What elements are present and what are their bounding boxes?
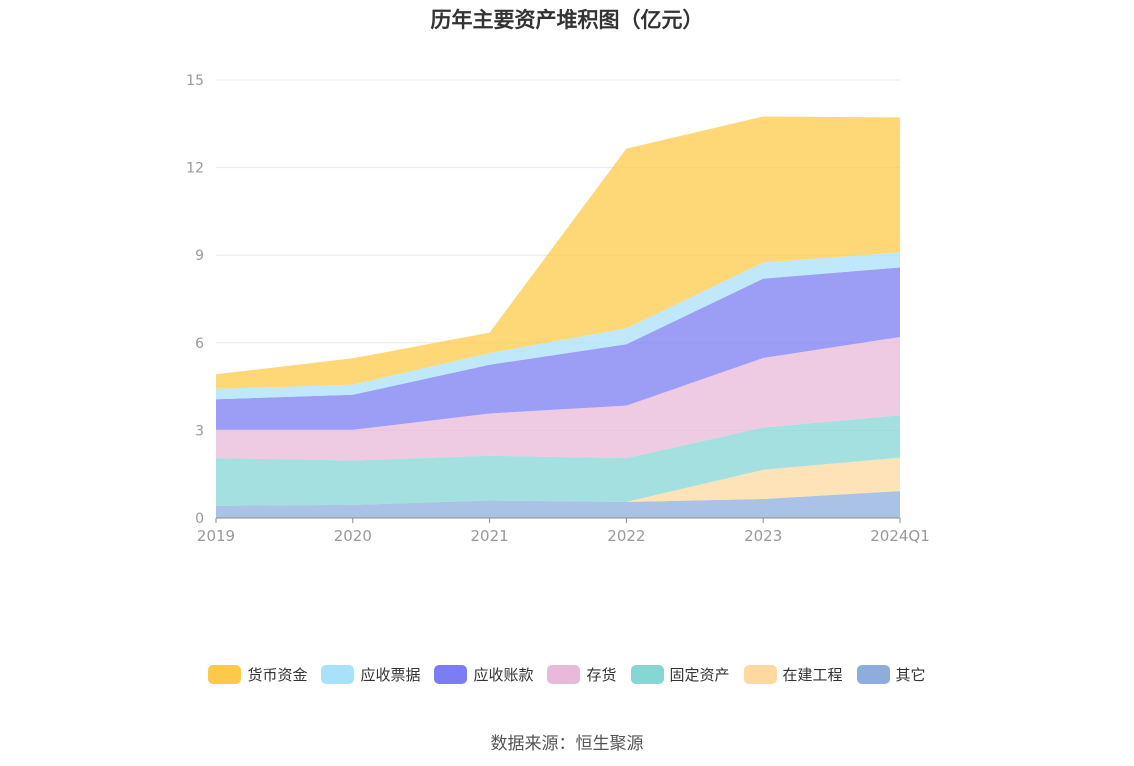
y-tick-label: 6: [195, 336, 204, 352]
area-series-3[interactable]: [216, 337, 900, 461]
area-series-1[interactable]: [216, 457, 900, 506]
y-tick-label: 3: [195, 423, 204, 439]
y-tick-label: 12: [186, 161, 204, 177]
legend-item[interactable]: 应收账款: [434, 664, 533, 685]
x-tick-label: 2020: [334, 527, 372, 545]
legend-label: 应收账款: [473, 666, 534, 684]
area-series-5[interactable]: [216, 252, 900, 400]
chart-legend: 货币资金 应收票据 应收账款 存货 固定资产 在建工程 其它: [0, 664, 1134, 685]
area-series-6[interactable]: [216, 116, 900, 389]
legend-label: 应收票据: [360, 666, 421, 684]
legend-label: 固定资产: [669, 666, 730, 684]
area-series-0[interactable]: [216, 491, 900, 518]
x-tick-label: 2022: [607, 527, 645, 545]
y-tick-label: 9: [195, 248, 204, 264]
legend-swatch: [547, 665, 581, 684]
legend-label: 其它: [895, 666, 926, 684]
legend-swatch: [743, 665, 777, 684]
y-tick-label: 0: [195, 511, 204, 527]
x-tick-label: 2024Q1: [870, 527, 930, 545]
legend-swatch: [208, 665, 242, 684]
x-tick-label: 2019: [197, 527, 235, 545]
data-source-note: 数据来源：恒生聚源: [490, 734, 644, 754]
legend-label: 在建工程: [782, 666, 843, 684]
chart-title: 历年主要资产堆积图（亿元）: [430, 8, 704, 32]
stacked-area-chart: 0 3 6 9 12 15 2019 2020 2021 2022 2023 2024Q1: [186, 73, 930, 545]
area-series-4[interactable]: [216, 267, 900, 430]
legend-swatch: [630, 665, 664, 684]
x-tick-label: 2023: [744, 527, 782, 545]
legend-swatch: [856, 665, 890, 684]
legend-swatch: [321, 665, 355, 684]
legend-label: 货币资金: [247, 666, 308, 684]
y-tick-label: 15: [186, 73, 204, 89]
legend-item[interactable]: 固定资产: [630, 664, 730, 685]
legend-item[interactable]: 其它: [856, 664, 926, 685]
legend-item[interactable]: 货币资金: [208, 664, 307, 685]
area-series-2[interactable]: [216, 415, 900, 506]
legend-item[interactable]: 应收票据: [321, 664, 420, 685]
legend-item[interactable]: 存货: [547, 664, 617, 685]
x-tick-label: 2021: [471, 527, 509, 545]
legend-label: 存货: [586, 666, 617, 684]
legend-swatch: [434, 665, 468, 684]
legend-item[interactable]: 在建工程: [743, 664, 843, 685]
